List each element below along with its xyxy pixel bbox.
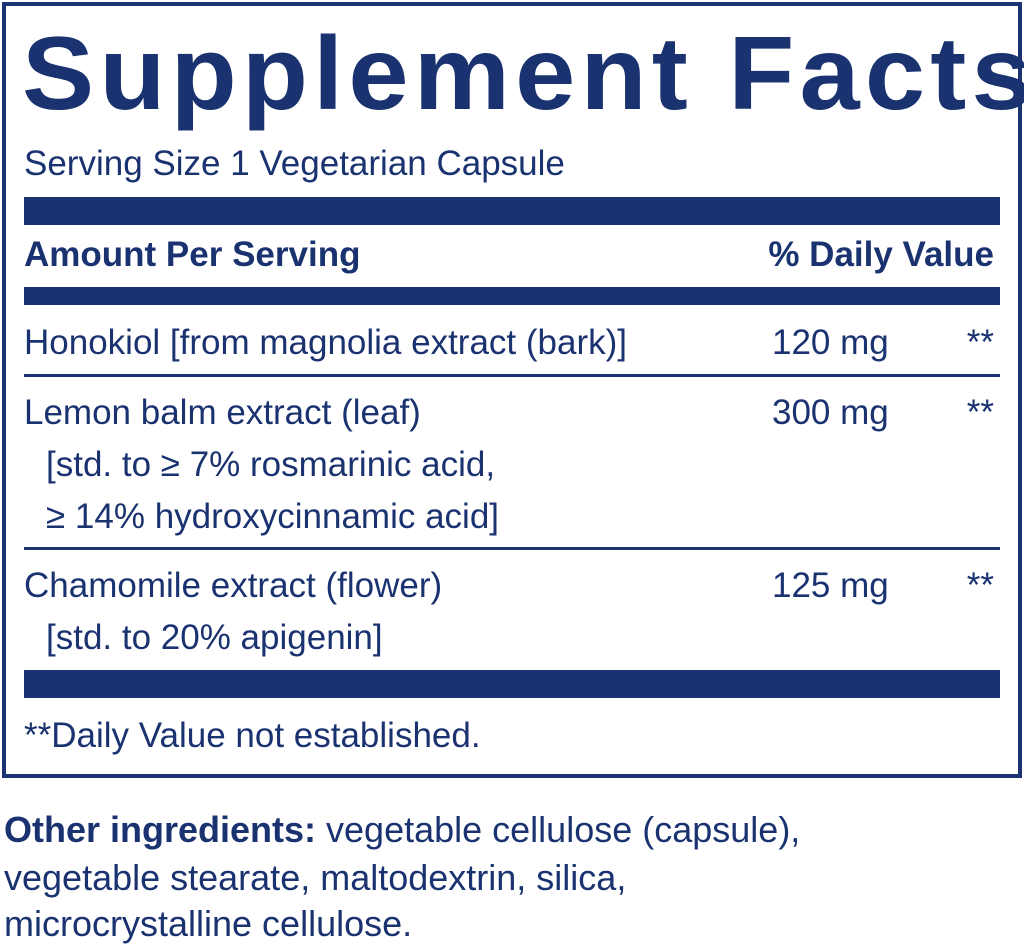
nutrient-dv: ** bbox=[966, 566, 994, 605]
nutrient-amount: 125 mg bbox=[772, 566, 889, 605]
row-divider bbox=[24, 374, 1000, 377]
other-ingredients-label: Other ingredients: bbox=[4, 809, 317, 850]
nutrient-amount: 120 mg bbox=[772, 323, 889, 362]
daily-value-header: % Daily Value bbox=[768, 235, 994, 274]
nutrient-amount: 300 mg bbox=[772, 393, 889, 432]
panel-title: Supplement Facts bbox=[22, 16, 1024, 132]
supplement-facts-panel bbox=[2, 2, 1022, 778]
nutrient-name: Chamomile extract (flower) bbox=[24, 566, 443, 605]
thick-divider bbox=[24, 197, 1000, 225]
thick-divider bbox=[24, 670, 1000, 698]
nutrient-dv: ** bbox=[966, 323, 994, 362]
nutrient-detail: ≥ 14% hydroxycinnamic acid] bbox=[46, 497, 500, 536]
other-ingredients-text: microcrystalline cellulose. bbox=[4, 903, 413, 944]
other-ingredients-text: vegetable stearate, maltodextrin, silica… bbox=[4, 857, 627, 898]
amount-per-serving-header: Amount Per Serving bbox=[24, 235, 361, 274]
other-ingredients-line: Other ingredients: vegetable cellulose (… bbox=[4, 812, 800, 848]
medium-divider bbox=[24, 287, 1000, 305]
nutrient-name: Lemon balm extract (leaf) bbox=[24, 393, 421, 432]
nutrient-dv: ** bbox=[966, 393, 994, 432]
nutrient-detail: [std. to ≥ 7% rosmarinic acid, bbox=[46, 445, 496, 484]
nutrient-name: Honokiol [from magnolia extract (bark)] bbox=[24, 323, 627, 362]
footnote: **Daily Value not established. bbox=[24, 716, 481, 755]
other-ingredients-text: vegetable cellulose (capsule), bbox=[316, 809, 801, 850]
nutrient-detail: [std. to 20% apigenin] bbox=[46, 618, 383, 657]
serving-size: Serving Size 1 Vegetarian Capsule bbox=[24, 144, 565, 183]
row-divider bbox=[24, 547, 1000, 550]
